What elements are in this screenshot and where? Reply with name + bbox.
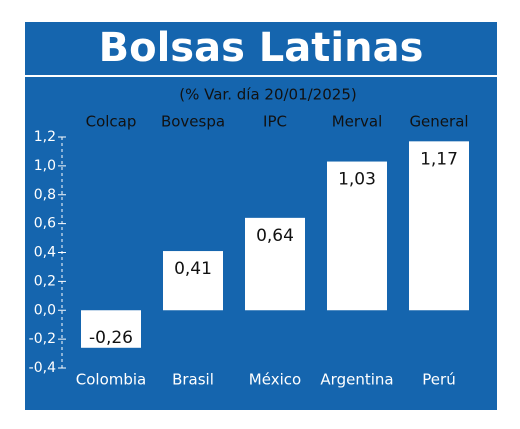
bar xyxy=(327,161,387,311)
x-tick-label: México xyxy=(249,371,301,389)
bar xyxy=(409,141,469,311)
value-label: 0,64 xyxy=(256,226,294,246)
chart-subtitle: (% Var. día 20/01/2025) xyxy=(179,86,356,104)
index-label: Bovespa xyxy=(161,113,225,131)
x-tick-label: Brasil xyxy=(172,371,214,389)
bar xyxy=(163,251,223,311)
y-tick-label: 0,0 xyxy=(34,302,56,318)
x-tick-label: Argentina xyxy=(320,371,393,389)
index-label: Colcap xyxy=(86,113,137,131)
value-label: 1,17 xyxy=(420,149,458,169)
y-tick-label: 0,2 xyxy=(34,273,56,289)
chart-title: Bolsas Latinas xyxy=(99,25,424,71)
x-tick-label: Colombia xyxy=(76,371,147,389)
index-label: IPC xyxy=(263,113,287,131)
y-tick-label: 1,0 xyxy=(34,158,56,174)
y-tick-label: 0,6 xyxy=(34,216,56,232)
index-label: Merval xyxy=(332,113,383,131)
y-tick-label: 0,8 xyxy=(34,187,56,203)
value-label: -0,26 xyxy=(89,328,133,348)
bar xyxy=(245,217,305,311)
y-tick-label: -0,2 xyxy=(29,331,56,347)
value-label: 0,41 xyxy=(174,259,212,279)
y-tick-label: 0,4 xyxy=(34,245,56,261)
y-tick-label: 1,2 xyxy=(34,129,56,145)
y-tick-label: -0,4 xyxy=(29,360,56,376)
bar xyxy=(81,310,141,348)
x-tick-label: Perú xyxy=(422,371,455,389)
value-label: 1,03 xyxy=(338,170,376,190)
index-label: General xyxy=(409,113,468,131)
